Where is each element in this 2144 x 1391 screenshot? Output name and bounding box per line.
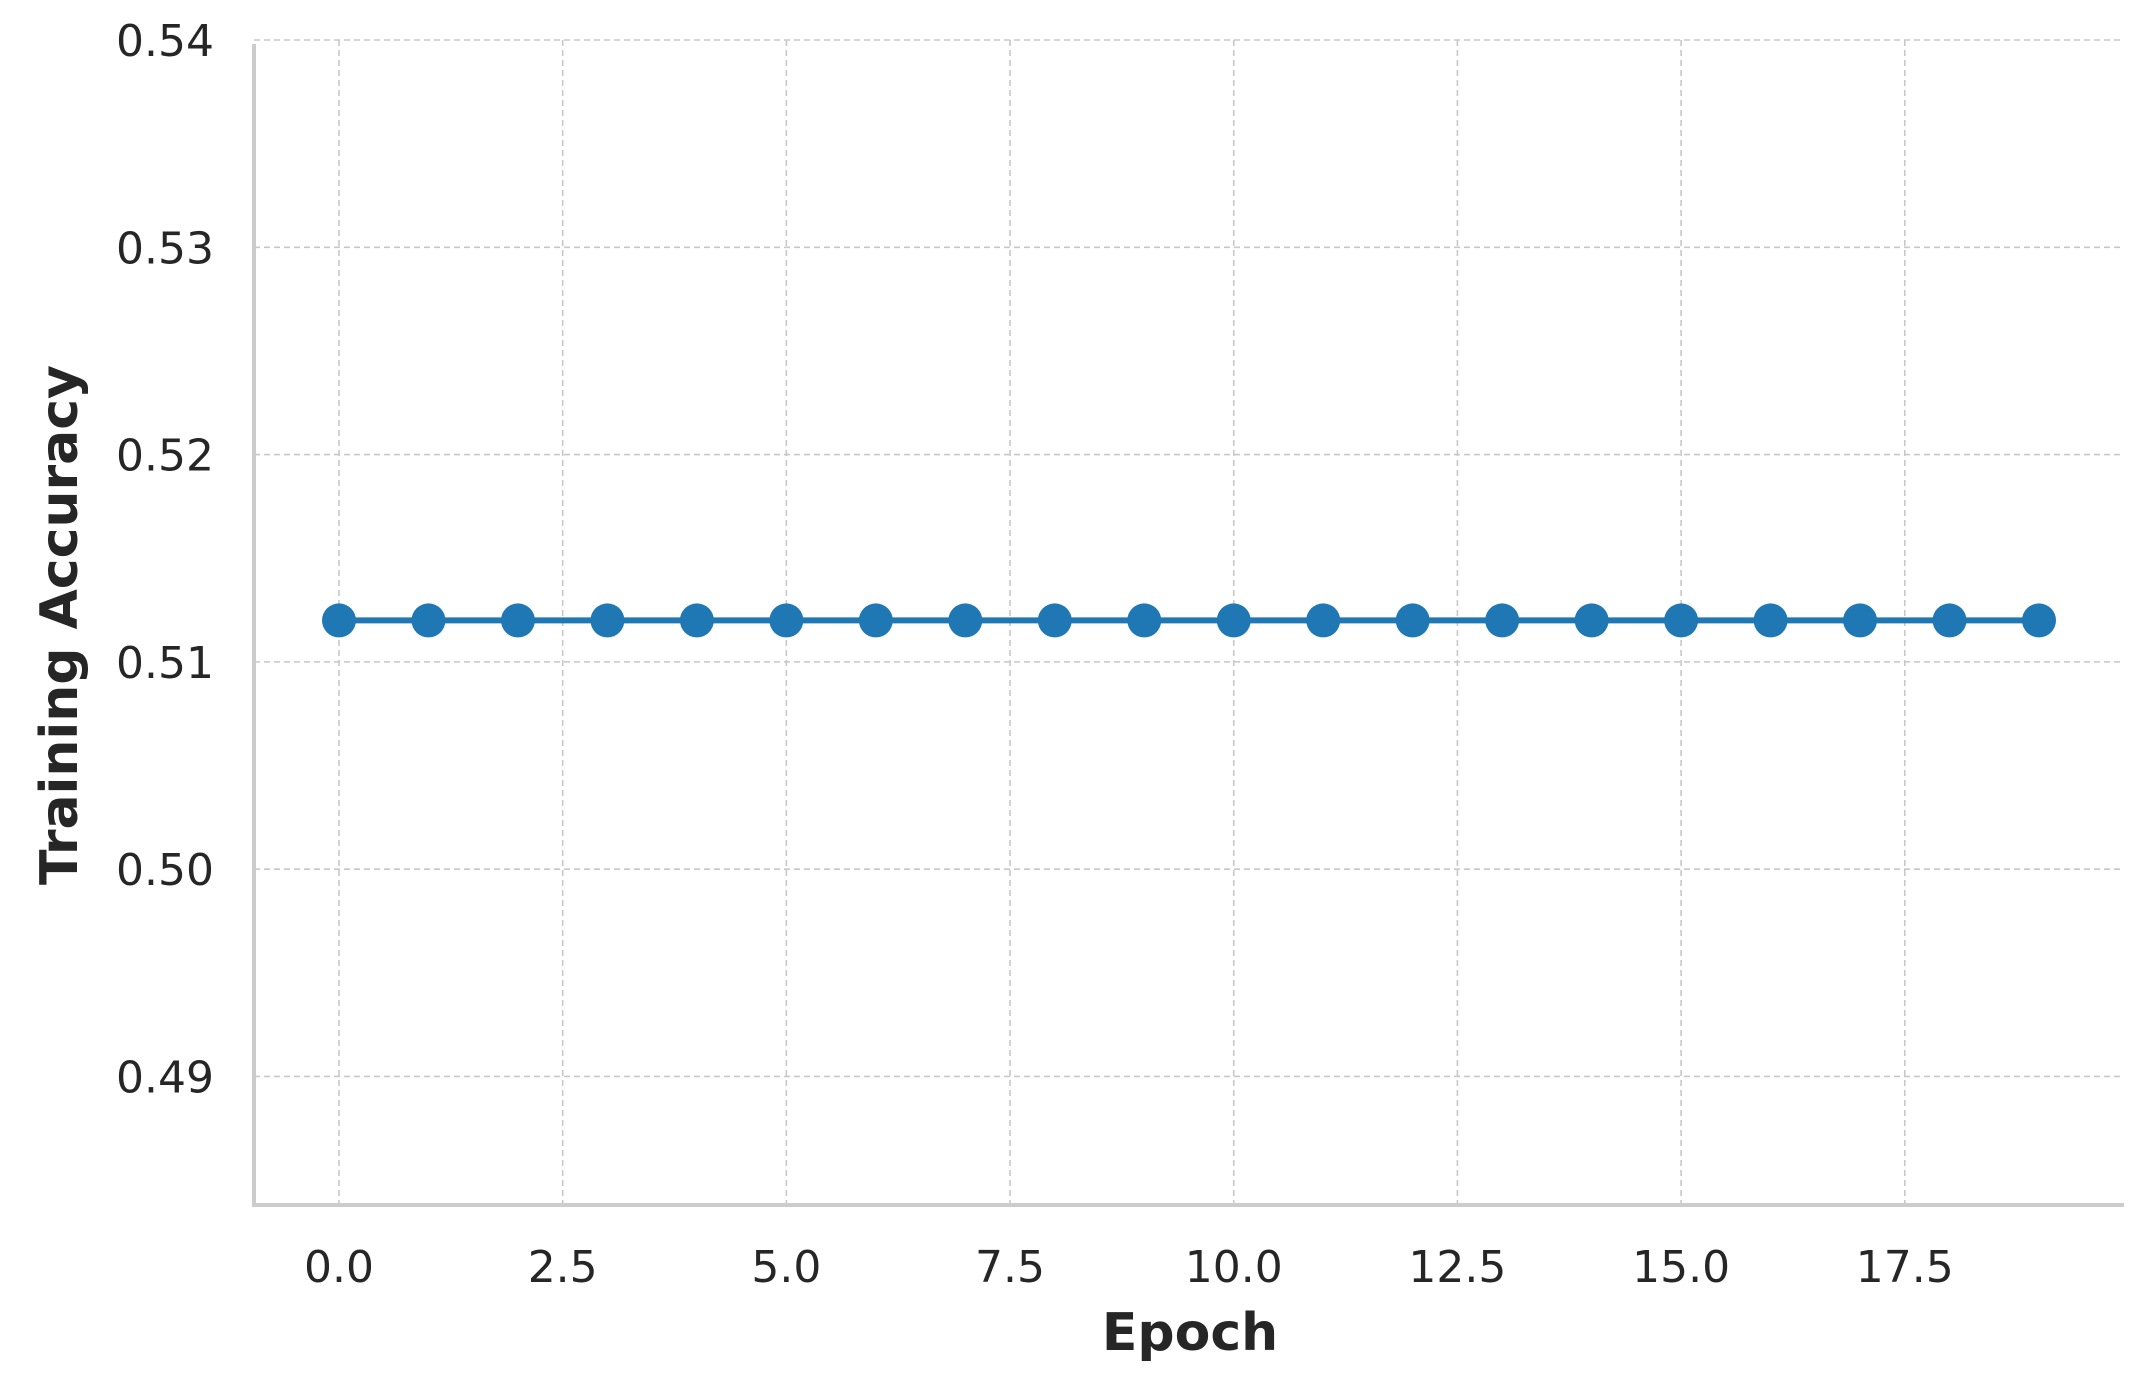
data-point xyxy=(1574,603,1609,638)
data-point xyxy=(1664,603,1699,638)
y-tick-label: 0.52 xyxy=(116,431,214,482)
data-point xyxy=(1037,603,1072,638)
data-point xyxy=(948,603,983,638)
data-point xyxy=(1395,603,1430,638)
data-point xyxy=(590,603,625,638)
y-tick-label: 0.51 xyxy=(116,638,214,689)
y-tick-label: 0.50 xyxy=(116,845,214,896)
y-tick-label: 0.53 xyxy=(116,223,214,274)
tick-labels: 0.49 0.50 0.51 0.52 0.53 0.54 0.0 2.5 5.0 7.5 10.0… xyxy=(116,16,1954,1293)
data-point xyxy=(2022,603,2056,638)
data-point xyxy=(1216,603,1251,638)
x-axis-label: Epoch xyxy=(1102,1303,1278,1363)
data-point xyxy=(500,603,535,638)
data-point xyxy=(1932,603,1967,638)
y-axis-label: Training Accuracy xyxy=(30,365,90,885)
data-point xyxy=(769,603,804,638)
x-tick-label: 2.5 xyxy=(528,1242,598,1293)
x-tick-label: 10.0 xyxy=(1185,1242,1283,1293)
axes-spines xyxy=(252,44,2124,1207)
data-point xyxy=(1127,603,1162,638)
y-tick-label: 0.54 xyxy=(116,16,214,67)
y-tick-label: 0.49 xyxy=(116,1052,214,1103)
data-point xyxy=(322,603,356,638)
x-tick-label: 12.5 xyxy=(1408,1242,1506,1293)
data-point xyxy=(679,603,714,638)
x-tick-label: 15.0 xyxy=(1632,1242,1730,1293)
data-point xyxy=(858,603,893,638)
data-point xyxy=(411,603,446,638)
x-tick-label: 17.5 xyxy=(1856,1242,1954,1293)
data-point xyxy=(1306,603,1341,638)
x-tick-label: 5.0 xyxy=(751,1242,821,1293)
data-point xyxy=(1485,603,1520,638)
x-tick-label: 7.5 xyxy=(975,1242,1045,1293)
x-tick-label: 0.0 xyxy=(304,1242,374,1293)
data-point xyxy=(1843,603,1878,638)
series-layer xyxy=(322,603,2056,638)
data-point xyxy=(1753,603,1788,638)
